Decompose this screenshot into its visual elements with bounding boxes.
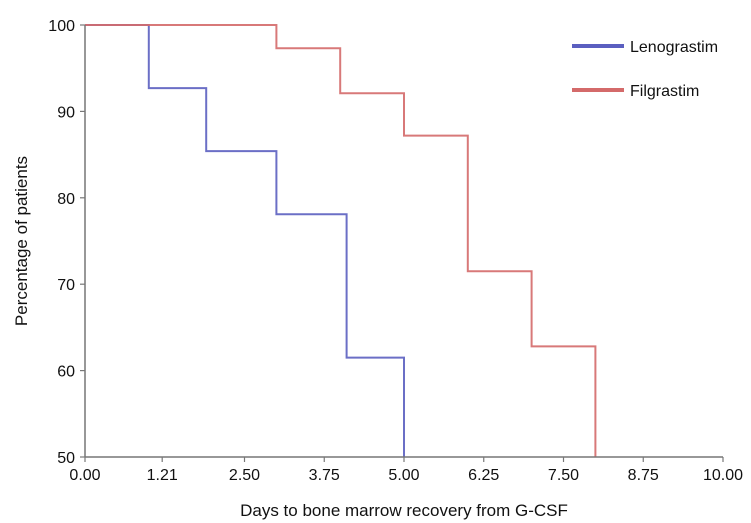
y-tick-label: 70 (57, 277, 75, 294)
legend-label: Lenograstim (630, 39, 718, 56)
y-tick-label: 50 (57, 450, 75, 467)
x-tick-label: 1.21 (147, 467, 178, 484)
x-tick-label: 2.50 (229, 467, 260, 484)
x-tick-label: 7.50 (548, 467, 579, 484)
x-axis-title: Days to bone marrow recovery from G-CSF (240, 501, 568, 520)
x-tick-label: 8.75 (628, 467, 659, 484)
series-lines (85, 24, 597, 457)
y-tick-label: 100 (48, 18, 75, 35)
x-axis-ticks: 0.00 1.21 2.50 3.75 5.00 6.25 7.50 8.75 10.00 (69, 457, 743, 484)
x-tick-label: 0.00 (69, 467, 100, 484)
x-tick-label: 5.00 (388, 467, 419, 484)
y-tick-label: 80 (57, 191, 75, 208)
x-tick-label: 10.00 (703, 467, 743, 484)
series-line-filgrastim (85, 24, 597, 457)
y-tick-label: 60 (57, 364, 75, 381)
y-axis-title: Percentage of patients (12, 156, 31, 326)
series-line-lenograstim (85, 24, 405, 457)
legend: Lenograstim Filgrastim (572, 39, 718, 100)
legend-label: Filgrastim (630, 83, 699, 100)
y-tick-label: 90 (57, 104, 75, 121)
x-tick-label: 3.75 (309, 467, 340, 484)
y-axis-ticks: 50 60 70 80 90 100 (48, 18, 85, 467)
x-tick-label: 6.25 (468, 467, 499, 484)
